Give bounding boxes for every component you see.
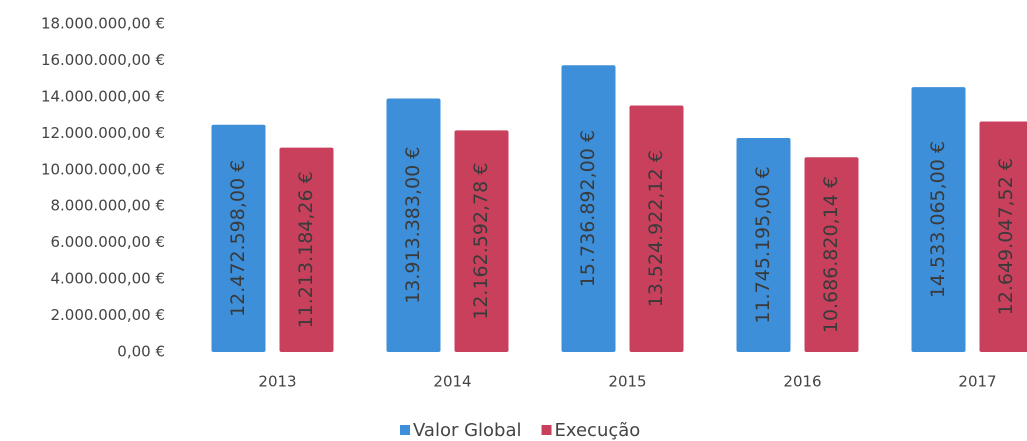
y-tick-label: 0,00 €: [117, 343, 165, 361]
value-label: 13.524.922,12 €: [645, 150, 667, 307]
bar: [979, 121, 1027, 352]
y-tick-label: 14.000.000,00 €: [41, 87, 165, 105]
bar: [454, 130, 509, 352]
value-label: 12.162.592,78 €: [470, 163, 492, 320]
bar: [736, 137, 791, 352]
value-label: 15.736.892,00 €: [577, 130, 599, 287]
legend-swatch: [541, 425, 552, 435]
value-label: 11.213.184,26 €: [295, 171, 317, 328]
y-tick-label: 16.000.000,00 €: [41, 51, 165, 69]
y-tick-label: 18.000.000,00 €: [41, 15, 165, 33]
x-tick-label: 2016: [783, 373, 821, 391]
bar: [279, 147, 334, 352]
x-tick-label: 2015: [608, 373, 646, 391]
bar: [561, 65, 616, 352]
y-tick-label: 6.000.000,00 €: [50, 233, 165, 251]
bar: [386, 98, 441, 352]
value-label: 12.472.598,00 €: [227, 160, 249, 317]
y-tick-label: 8.000.000,00 €: [50, 197, 165, 215]
x-tick-label: 2013: [258, 373, 296, 391]
legend-label: Valor Global: [413, 420, 522, 441]
value-label: 12.649.047,52 €: [995, 158, 1017, 315]
bar: [211, 124, 266, 352]
x-tick-label: 2014: [433, 373, 471, 391]
value-label: 14.533.065,00 €: [927, 141, 949, 298]
y-tick-label: 4.000.000,00 €: [50, 270, 165, 288]
y-tick-label: 12.000.000,00 €: [41, 124, 165, 142]
legend-swatch: [400, 425, 410, 435]
bar: [911, 87, 966, 352]
value-label: 10.686.820,14 €: [820, 176, 842, 333]
value-label: 13.913.383,00 €: [402, 147, 424, 304]
x-tick-label: 2017: [958, 373, 996, 391]
y-tick-label: 10.000.000,00 €: [41, 160, 165, 178]
bar: [629, 105, 684, 352]
bar: [804, 157, 859, 352]
value-label: 11.745.195,00 €: [752, 166, 774, 323]
y-tick-label: 2.000.000,00 €: [50, 306, 165, 324]
legend-label: Execução: [555, 420, 641, 441]
